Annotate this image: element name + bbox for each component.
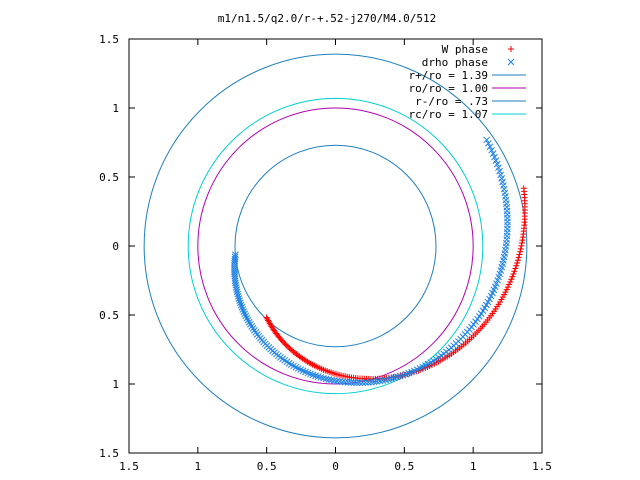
point (517, 245, 524, 252)
point (518, 242, 525, 249)
point (243, 314, 251, 322)
point (281, 340, 288, 347)
point (504, 284, 511, 291)
x-tick-label: 0.5 (394, 460, 414, 473)
point (356, 379, 363, 387)
data-series (231, 136, 528, 387)
point (339, 378, 346, 386)
point (493, 160, 501, 168)
point (240, 308, 248, 315)
legend-marker (507, 58, 515, 66)
point (336, 378, 344, 385)
chart-title: m1/n1.5/q2.0/r-+.52-j270/M4.0/512 (218, 12, 437, 25)
point (350, 379, 358, 387)
y-tick-label: 1 (112, 378, 119, 391)
circle-0 (143, 53, 528, 439)
point (485, 139, 492, 147)
point (244, 316, 252, 324)
point (242, 312, 250, 320)
point (364, 378, 372, 386)
point (359, 379, 366, 387)
circle-2 (234, 144, 437, 348)
point (283, 342, 290, 349)
point (514, 260, 521, 267)
point (344, 379, 352, 386)
point (513, 262, 520, 269)
point (241, 310, 249, 318)
y-tick-label: 1.5 (99, 447, 119, 460)
point (238, 303, 246, 311)
axis-ticks: 1.5 1 0.5 0 0.5 1 1.51.510.500.511.5 (99, 33, 552, 473)
point (502, 289, 509, 296)
x-tick-label: 0.5 (257, 460, 277, 473)
point (330, 377, 338, 384)
point (510, 270, 517, 277)
point (342, 378, 349, 386)
legend-label: drho phase (422, 56, 488, 69)
point (516, 251, 523, 258)
point (236, 299, 244, 307)
series-0 (263, 185, 528, 382)
point (486, 143, 494, 151)
point (483, 136, 490, 144)
point (236, 297, 243, 305)
point (333, 377, 341, 385)
point (488, 146, 495, 154)
point (491, 153, 498, 161)
circle-3 (187, 97, 484, 395)
point (237, 301, 245, 309)
point (518, 240, 525, 247)
point (489, 150, 497, 157)
point (282, 341, 289, 348)
point (503, 286, 510, 293)
point (239, 306, 247, 313)
point (234, 290, 242, 298)
point (347, 379, 355, 386)
point (514, 257, 521, 264)
legend-label: ro/ro = 1.00 (409, 82, 488, 95)
circle-1 (197, 107, 474, 385)
point (509, 273, 516, 280)
x-tick-label: 1 (195, 460, 202, 473)
point (507, 278, 514, 285)
point (515, 254, 522, 261)
point (508, 276, 515, 283)
point (234, 292, 242, 300)
y-tick-label: 0.5 (99, 309, 119, 322)
legend-label: rc/ro = 1.07 (409, 108, 488, 121)
legend-label: W phase (442, 43, 488, 56)
y-tick-label: 1.5 (99, 33, 119, 46)
x-tick-label: 1 (470, 460, 477, 473)
point (492, 157, 500, 164)
point (263, 314, 270, 321)
point (512, 265, 519, 272)
point (370, 378, 378, 386)
y-tick-label: 0 (112, 240, 119, 253)
reference-circles (143, 53, 528, 439)
point (353, 379, 361, 387)
legend-label: r-/ro = .73 (415, 95, 488, 108)
point (517, 248, 524, 255)
point (235, 295, 243, 302)
x-tick-label: 0 (332, 460, 339, 473)
point (328, 376, 335, 384)
point (293, 351, 300, 358)
x-tick-label: 1.5 (119, 460, 139, 473)
point (506, 281, 513, 288)
point (362, 379, 369, 386)
y-tick-label: 0.5 (99, 171, 119, 184)
point (367, 378, 375, 386)
legend-label: r+/ro = 1.39 (409, 69, 488, 82)
point (495, 164, 502, 172)
x-tick-label: 1.5 (532, 460, 552, 473)
legend-marker (508, 46, 514, 52)
series-1 (231, 136, 511, 387)
point (520, 185, 527, 192)
y-tick-label: 1 (112, 102, 119, 115)
point (511, 268, 518, 275)
